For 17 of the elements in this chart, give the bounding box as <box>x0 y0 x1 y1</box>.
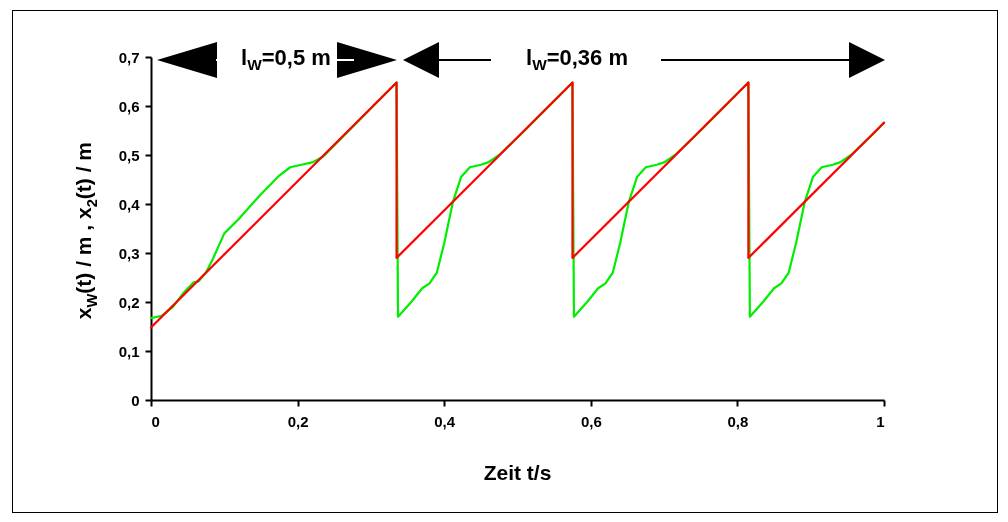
x-tick-label: 0,4 <box>434 412 456 430</box>
x-tick-label: 0,6 <box>580 412 602 430</box>
y-tick-label: 0,6 <box>118 97 140 115</box>
y-tick-label: 0,5 <box>118 146 140 164</box>
x-tick-label: 0 <box>151 412 160 430</box>
y-tick-label: 0 <box>131 391 140 409</box>
x-tick-label: 1 <box>876 412 885 430</box>
y-tick-label: 0,3 <box>118 244 140 262</box>
y-tick-label: 0,4 <box>118 195 141 213</box>
x-tick-label: 0,8 <box>727 412 749 430</box>
x-axis-title: Zeit t/s <box>483 461 552 485</box>
y-tick-label: 0,1 <box>118 342 140 360</box>
annotation: l$_{W}$=0,36 m <box>522 45 632 75</box>
y-tick-label: 0,7 <box>118 48 140 66</box>
y-tick-label: 0,2 <box>118 293 140 311</box>
annotation: l$_{W}$=0,5 m <box>237 45 335 75</box>
x-tick-label: 0,2 <box>287 412 309 430</box>
